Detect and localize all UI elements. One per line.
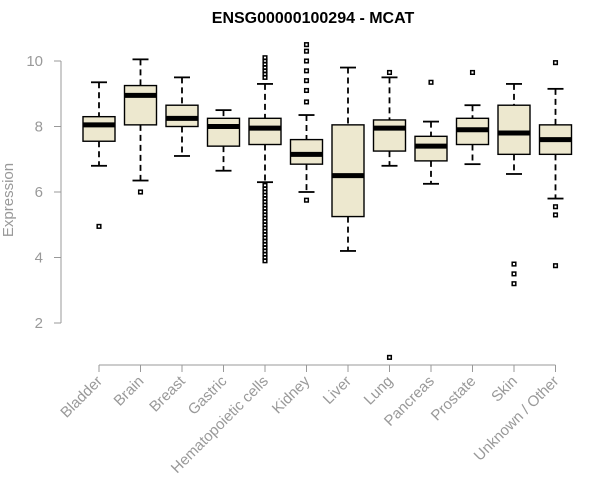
outlier-point [552,60,559,66]
iqr-box [82,115,116,142]
iqr-box [331,124,365,218]
box-skin [497,83,531,287]
outlier-point [303,99,310,105]
box-breast [165,76,199,157]
y-axis: 2 4 6 8 10 [26,53,62,332]
outlier-point [303,78,310,84]
outlier-point [262,258,268,264]
box-liver [331,66,365,252]
x-tick-label: Kidney [269,372,314,417]
outlier-point [552,212,559,218]
outlier-point [303,48,310,54]
x-tick-label: Lung [361,373,397,409]
outlier-point [96,223,102,229]
outlier-point [552,204,559,210]
box-gastric [206,109,241,172]
outlier-point [303,87,310,94]
iqr-box [206,117,241,147]
box-hematopoietic-cells [248,55,282,264]
outlier-point [303,68,310,74]
outlier-point [386,354,393,360]
x-tick-label: Skin [488,373,521,406]
box-pancreas [414,79,448,185]
outlier-point [303,42,310,48]
y-tick-label: 8 [35,119,43,136]
iqr-box [497,104,531,156]
outlier-point [137,189,144,195]
x-tick-label: Bladder [57,373,106,422]
box-lung [372,69,407,360]
y-tick-label: 2 [35,315,43,332]
x-tick-label: Prostate [428,373,480,425]
boxes-group [82,42,573,360]
outlier-point [428,79,434,85]
x-tick-label: Liver [320,373,355,408]
outlier-point [469,69,476,76]
chart-title: ENSG00000100294 - MCAT [212,10,415,27]
box-brain [123,58,158,195]
box-unknown-other [538,60,573,269]
x-tick-label: Brain [111,373,148,410]
y-tick-label: 10 [26,53,43,70]
y-tick-label: 4 [35,250,43,267]
outlier-point [552,263,559,269]
x-tick-label: Breast [146,372,189,415]
outlier-point [303,58,310,64]
box-kidney [289,42,324,203]
outlier-point [386,69,393,76]
y-tick-label: 6 [35,184,43,201]
outlier-point [511,271,517,277]
outlier-point [262,55,268,61]
iqr-box [123,84,158,126]
outlier-point [511,261,517,267]
outlier-point [511,281,517,287]
outlier-point [303,197,310,203]
y-axis-label: Expression [0,163,17,237]
iqr-box [248,117,282,146]
box-bladder [82,81,116,229]
iqr-box [372,119,407,152]
box-prostate [455,69,490,166]
